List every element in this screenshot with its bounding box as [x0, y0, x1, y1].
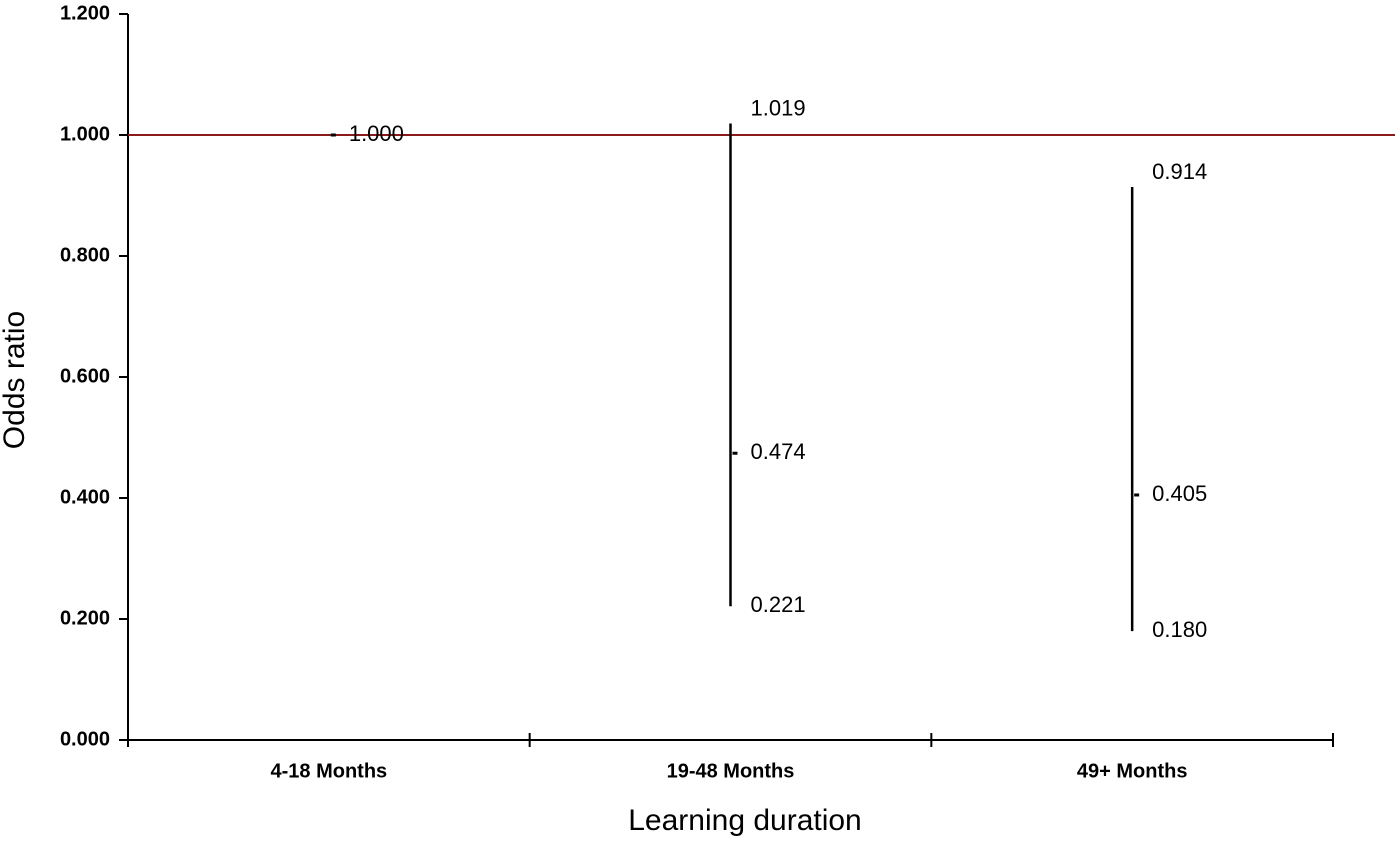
- y-tick-label: 0.400: [60, 486, 110, 508]
- x-axis-title: Learning duration: [628, 804, 862, 837]
- y-tick-label: 0.800: [60, 244, 110, 266]
- y-tick-label: 0.200: [60, 607, 110, 629]
- y-axis-title: Odds ratio: [0, 311, 31, 449]
- y-tick-label: 1.000: [60, 123, 110, 145]
- y-tick-label: 0.000: [60, 728, 110, 750]
- value-label: 0.405: [1152, 481, 1207, 506]
- low-label: 0.221: [751, 592, 806, 617]
- value-label: 1.000: [349, 121, 404, 146]
- y-tick-label: 0.600: [60, 365, 110, 387]
- x-tick-label: 4-18 Months: [270, 760, 387, 782]
- low-label: 0.180: [1152, 617, 1207, 642]
- value-label: 0.474: [751, 439, 806, 464]
- y-tick-label: 1.200: [60, 2, 110, 24]
- x-tick-label: 49+ Months: [1077, 760, 1188, 782]
- high-label: 1.019: [751, 95, 806, 120]
- high-label: 0.914: [1152, 159, 1207, 184]
- x-tick-label: 19-48 Months: [667, 760, 795, 782]
